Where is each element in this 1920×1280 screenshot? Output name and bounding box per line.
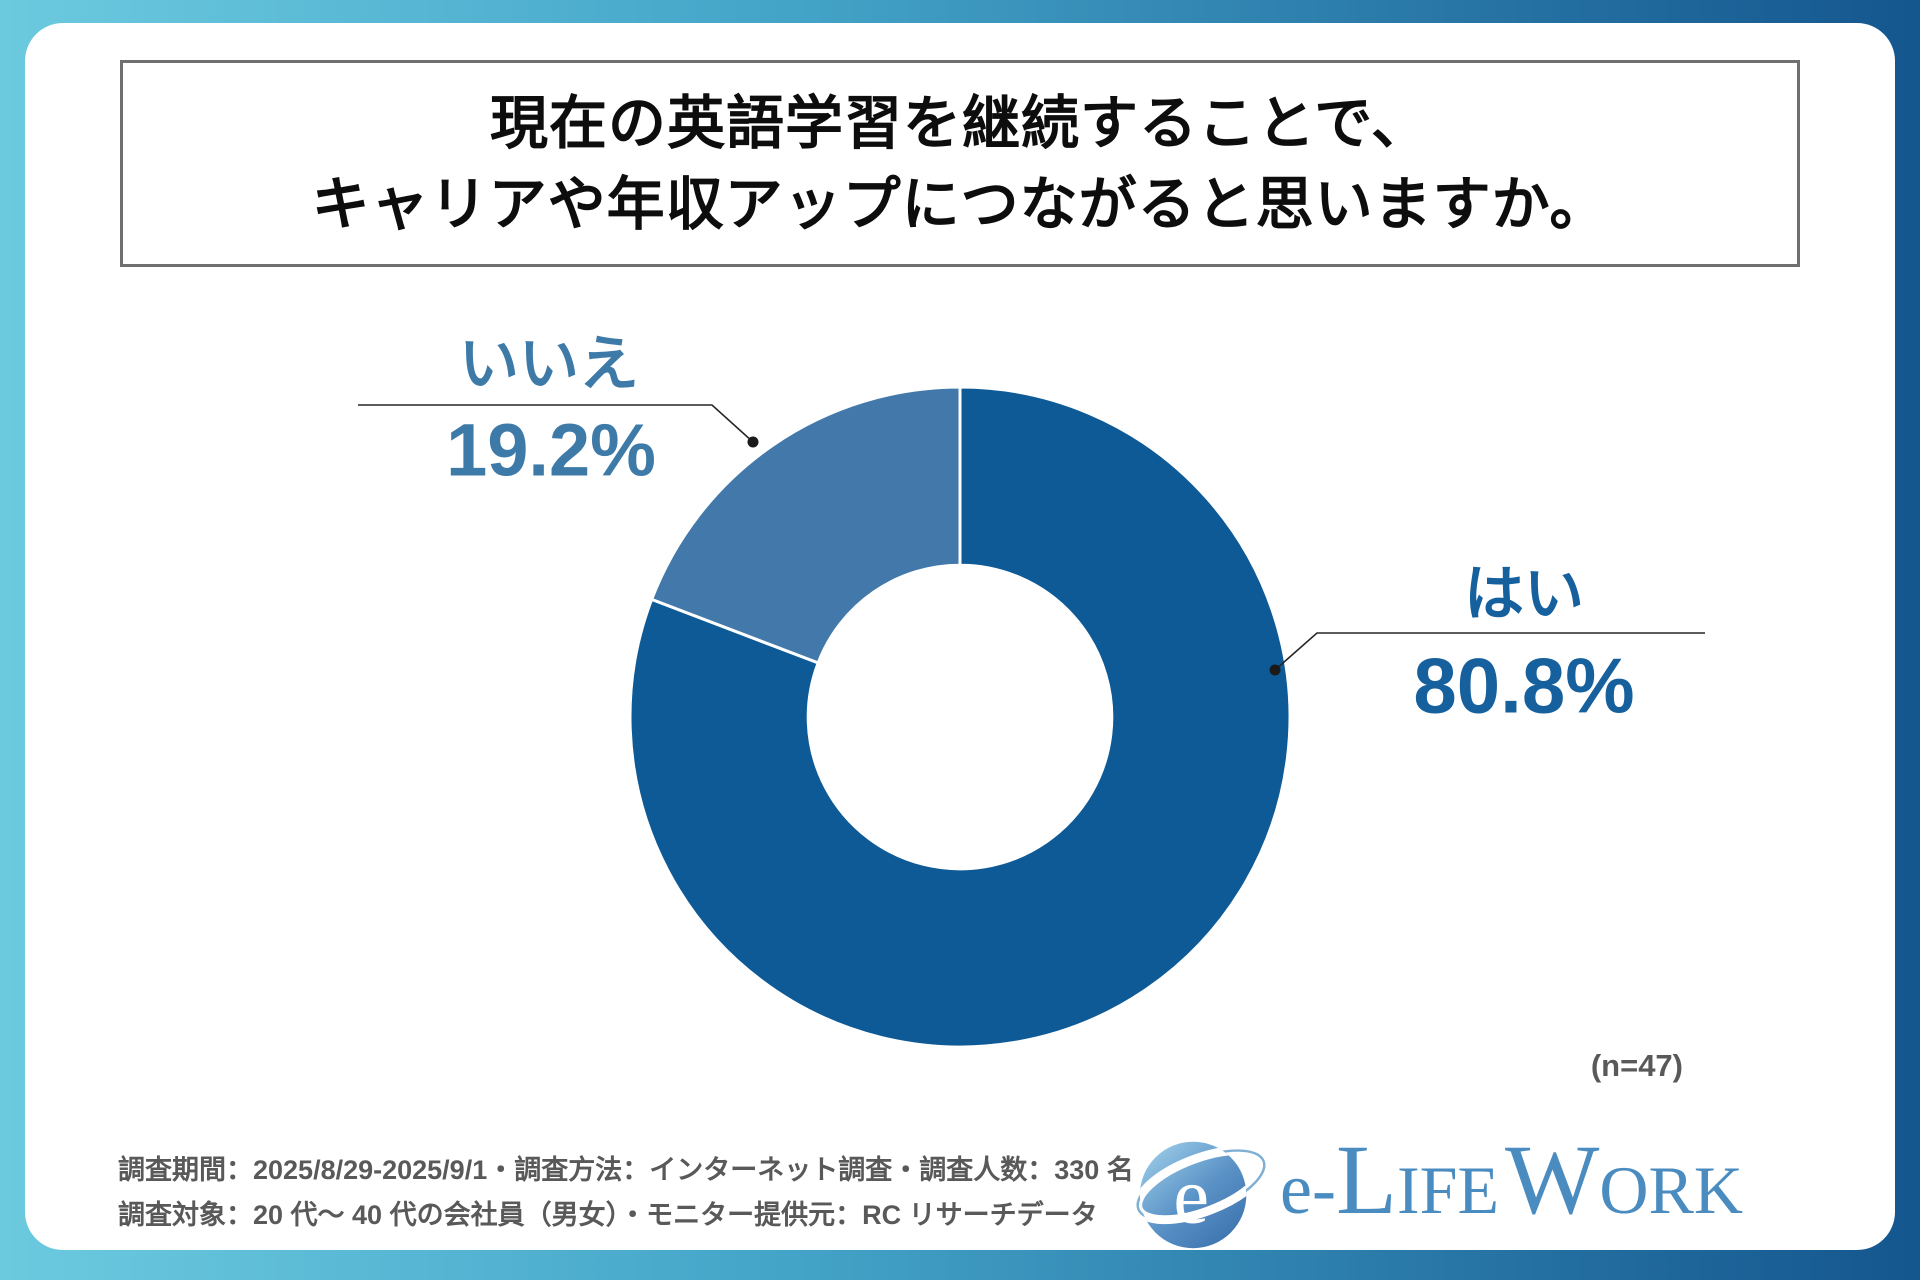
leader-dot-no	[747, 436, 759, 448]
logo-part-e: e-	[1280, 1149, 1336, 1229]
donut-slice-いいえ	[650, 385, 962, 665]
value-no: 19.2%	[446, 408, 656, 492]
survey-question-box: 現在の英語学習を継続することで、 キャリアや年収アップにつながると思いますか。	[120, 60, 1800, 267]
donut-slice-はい	[628, 385, 1292, 1049]
logo-part-l: L	[1335, 1124, 1398, 1235]
leader-line-yes	[1274, 632, 1705, 671]
leader-dot-yes	[1269, 664, 1281, 676]
label-no: いいえ	[459, 330, 639, 398]
logo-part-w: W	[1505, 1124, 1600, 1235]
survey-footnote: 調査期間：2025/8/29-2025/9/1・調査方法：インターネット調査・調…	[118, 1148, 1134, 1238]
survey-question-line2: キャリアや年収アップにつながると思いますか。	[311, 171, 1609, 237]
value-yes: 80.8%	[1413, 641, 1635, 730]
footnote-line2: 調査対象：20 代〜 40 代の会社員（男女）・モニター提供元：RC リサーチデ…	[118, 1200, 1098, 1230]
sample-size-label: (n=47)	[1590, 1048, 1683, 1083]
brand-logo-text: e-LIFEWORK	[1280, 1130, 1743, 1230]
survey-question-line1: 現在の英語学習を継続することで、	[490, 90, 1430, 156]
globe-e-icon: e	[1136, 1141, 1266, 1249]
leader-line-no	[358, 404, 754, 443]
logo-part-ife: IFE	[1397, 1152, 1500, 1228]
label-yes: はい	[1464, 560, 1584, 628]
brand-logo: e e-LIFEWORK	[1132, 1122, 1743, 1267]
svg-text:e: e	[1173, 1152, 1209, 1241]
footnote-line1: 調査期間：2025/8/29-2025/9/1・調査方法：インターネット調査・調…	[118, 1155, 1134, 1185]
logo-part-ork: ORK	[1599, 1152, 1743, 1228]
